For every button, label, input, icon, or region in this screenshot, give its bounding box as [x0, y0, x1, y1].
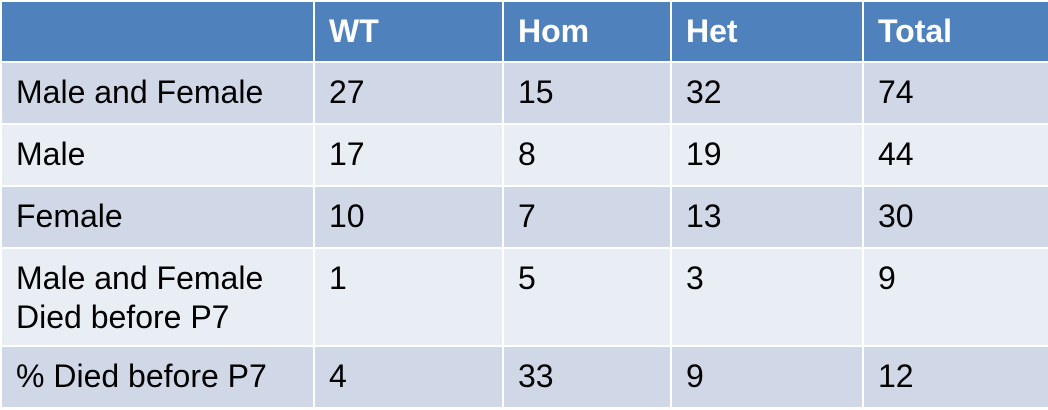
- cell-hom: 33: [502, 345, 672, 409]
- cell-wt: 1: [313, 247, 504, 347]
- header-wt: WT: [313, 0, 504, 63]
- table-row: % Died before P7 4 33 9 12: [0, 345, 1048, 409]
- cell-wt: 17: [313, 123, 504, 187]
- cell-total: 30: [862, 185, 1048, 249]
- header-total: Total: [862, 0, 1048, 63]
- cell-total: 9: [862, 247, 1048, 347]
- row-label-line: Male and Female: [16, 260, 264, 296]
- row-label: Male and Female: [0, 61, 315, 125]
- row-label: % Died before P7: [0, 345, 315, 409]
- table-row: Male and Female Died before P7 1 5 3 9: [0, 247, 1048, 347]
- cell-hom: 7: [502, 185, 672, 249]
- cell-total: 44: [862, 123, 1048, 187]
- cell-wt: 10: [313, 185, 504, 249]
- cell-hom: 5: [502, 247, 672, 347]
- row-label: Female: [0, 185, 315, 249]
- header-corner: [0, 0, 315, 63]
- row-label: Male: [0, 123, 315, 187]
- row-label: Male and Female Died before P7: [0, 247, 315, 347]
- table-row: Male 17 8 19 44: [0, 123, 1048, 187]
- cell-total: 12: [862, 345, 1048, 409]
- cell-het: 3: [670, 247, 864, 347]
- header-het: Het: [670, 0, 864, 63]
- cell-hom: 15: [502, 61, 672, 125]
- cell-total: 74: [862, 61, 1048, 125]
- table-row: Female 10 7 13 30: [0, 185, 1048, 249]
- cell-hom: 8: [502, 123, 672, 187]
- row-label-line: Died before P7: [16, 299, 230, 335]
- cell-wt: 27: [313, 61, 504, 125]
- header-row: WT Hom Het Total: [0, 0, 1048, 63]
- table-row: Male and Female 27 15 32 74: [0, 61, 1048, 125]
- header-hom: Hom: [502, 0, 672, 63]
- cell-het: 19: [670, 123, 864, 187]
- cell-het: 9: [670, 345, 864, 409]
- cell-het: 32: [670, 61, 864, 125]
- cell-het: 13: [670, 185, 864, 249]
- cell-wt: 4: [313, 345, 504, 409]
